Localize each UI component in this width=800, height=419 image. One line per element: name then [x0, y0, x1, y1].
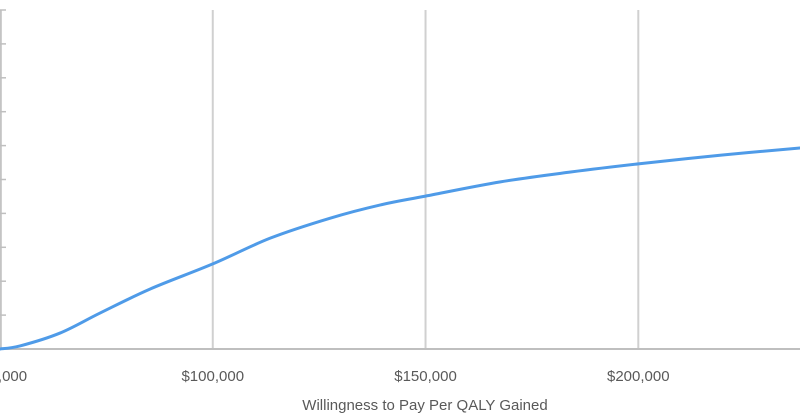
x-tick-label: $50,000 — [0, 368, 27, 385]
x-tick-label: $150,000 — [394, 368, 457, 385]
data-line — [0, 146, 800, 351]
x-axis-title: Willingness to Pay Per QALY Gained — [302, 397, 547, 414]
x-tick-label: $200,000 — [607, 368, 670, 385]
x-tick-label: $100,000 — [181, 368, 244, 385]
